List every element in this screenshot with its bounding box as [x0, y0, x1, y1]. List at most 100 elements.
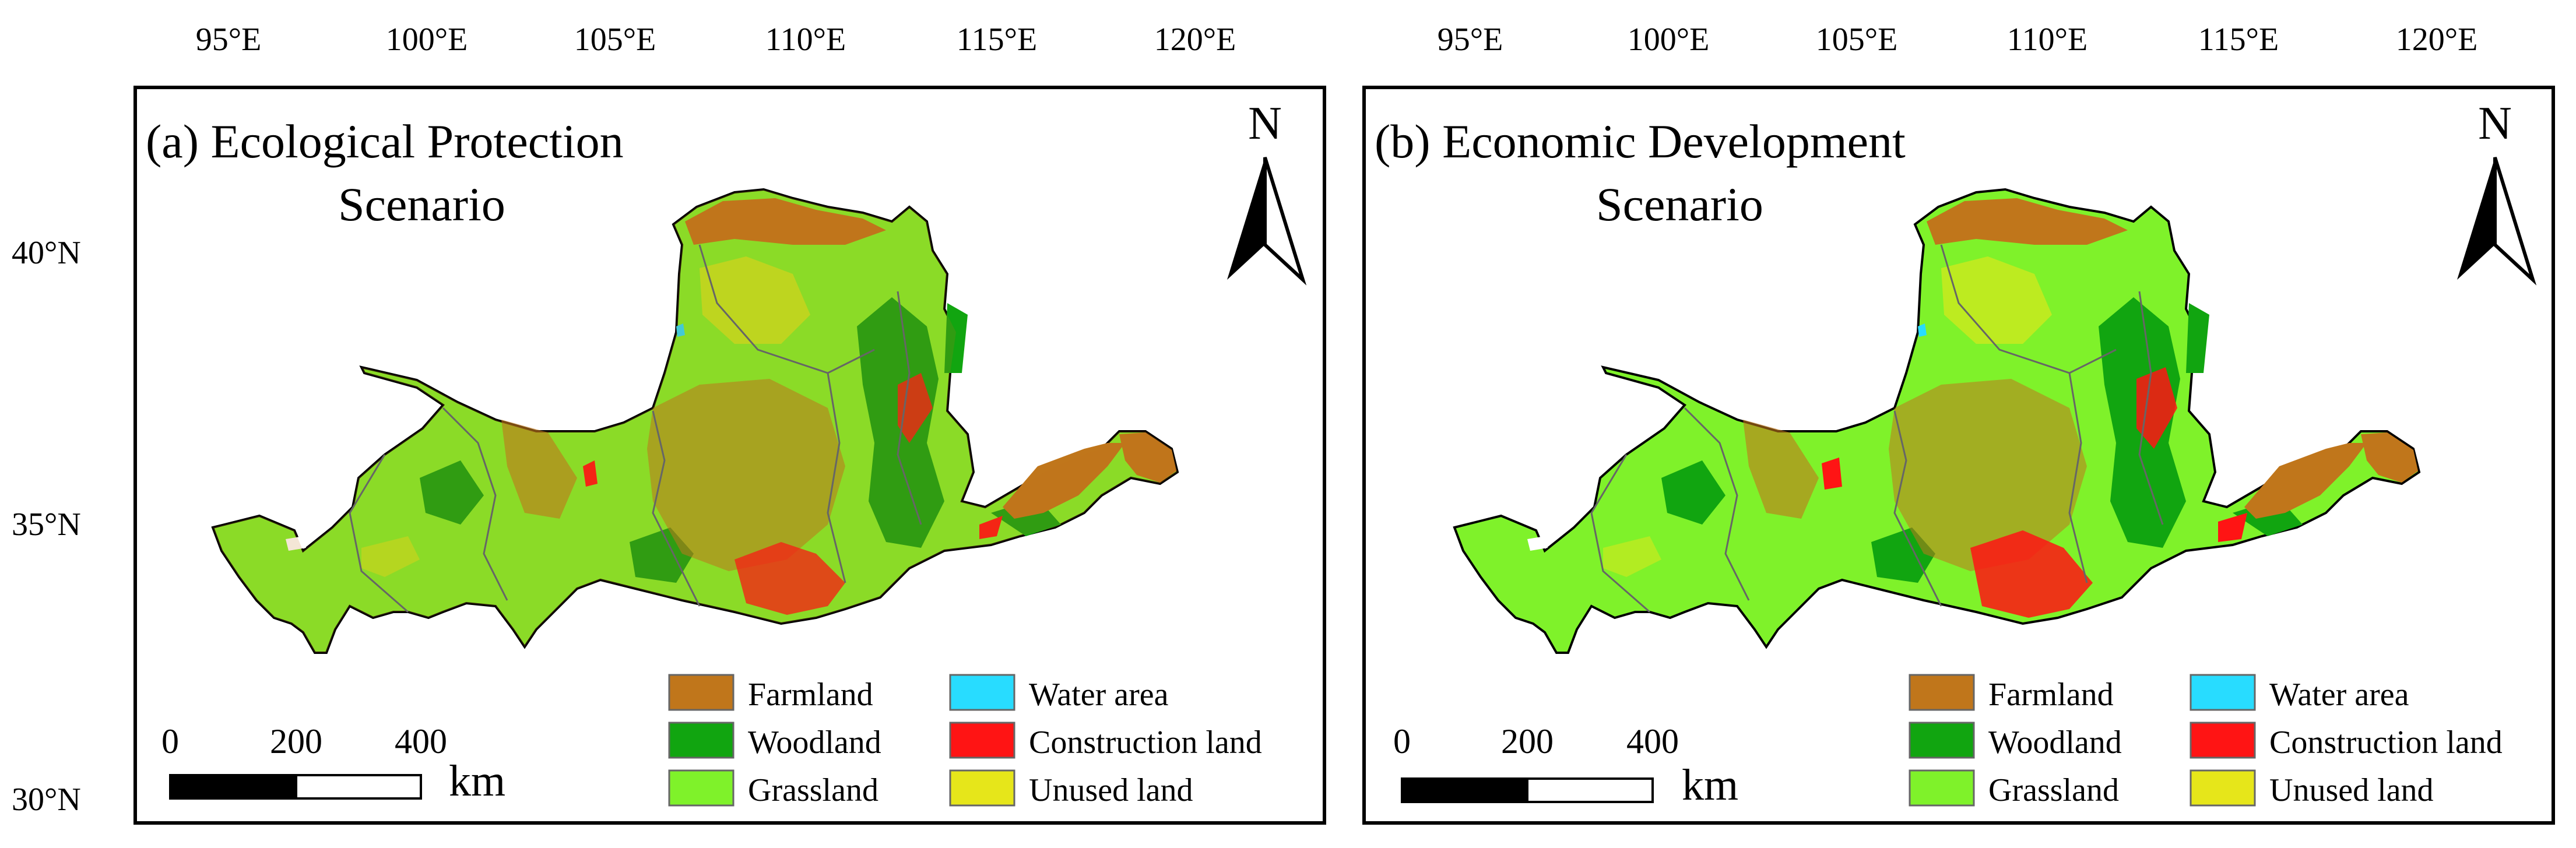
- legend-label-farmland: Farmland: [748, 677, 873, 713]
- legend-label-grassland: Grassland: [748, 772, 878, 808]
- lon-tick-label: 110°E: [2007, 22, 2088, 58]
- farmland-patch: [1119, 432, 1176, 483]
- legend-swatch-farmland: [1909, 674, 1975, 711]
- legend-swatch-water-area: [949, 674, 1015, 711]
- scale-unit: km: [449, 756, 505, 805]
- water-area-patch: [676, 323, 685, 337]
- lat-tick-label: 35°N: [12, 506, 81, 543]
- lon-tick-label: 100°E: [1628, 22, 1710, 58]
- farmland-patch: [685, 198, 886, 245]
- woodland-patch: [2186, 303, 2209, 373]
- scale-unit: km: [1682, 761, 1738, 810]
- unused-patch: [361, 536, 420, 577]
- legend-swatch-farmland: [668, 674, 735, 711]
- water-area-patch: [286, 536, 306, 551]
- farmland-patch: [1889, 379, 2087, 571]
- unused-patch: [1941, 256, 2052, 344]
- legend-swatch-construction-land: [949, 722, 1015, 759]
- panel-title-line2: Scenario: [1596, 178, 1763, 231]
- farmland-patch: [2361, 432, 2418, 483]
- subbasin-boundaries: [1590, 244, 2164, 613]
- legend-label-construction-land: Construction land: [2269, 724, 2503, 761]
- lon-tick-label: 95°E: [1438, 22, 1503, 58]
- legend: Farmland Woodland Grassland Water area C…: [668, 674, 1262, 808]
- scale-label: 0: [1393, 722, 1411, 761]
- lon-tick-label: 110°E: [765, 22, 846, 58]
- basin-map: [211, 188, 1179, 654]
- construction-patch: [979, 516, 1003, 539]
- farmland-patch: [501, 420, 577, 519]
- farmland-patch: [1743, 420, 1819, 519]
- panel-title-line1: (a) Ecological Protection: [146, 115, 624, 168]
- land-texture: [213, 189, 1178, 653]
- woodland-patch: [1661, 460, 1725, 525]
- legend: Farmland Woodland Grassland Water area C…: [1909, 674, 2503, 808]
- panel-title-line2: Scenario: [338, 178, 505, 231]
- subbasin-line: [698, 244, 875, 374]
- north-arrow-right: [2493, 157, 2537, 286]
- scale-label: 400: [395, 722, 447, 761]
- construction-patch: [2136, 367, 2177, 449]
- lat-tick-label: 30°N: [12, 782, 81, 818]
- farmland-patch: [1003, 443, 1125, 519]
- lon-tick-label: 100°E: [386, 22, 468, 58]
- north-arrow-left: [2457, 157, 2495, 280]
- water-area-patch: [1527, 536, 1548, 551]
- legend-label-grassland: Grassland: [1988, 772, 2119, 808]
- farmland-patch: [1927, 198, 2128, 245]
- legend-label-water-area: Water area: [2269, 677, 2409, 713]
- legend-swatch-construction-land: [2190, 722, 2256, 759]
- panel-a: 95°E 100°E 105°E 110°E 115°E 120°E 40°N …: [12, 22, 1326, 825]
- scale-segment-filled: [1401, 777, 1528, 803]
- water-area-patch: [1918, 323, 1927, 337]
- subbasin-line: [897, 291, 922, 525]
- scale-label: 0: [161, 722, 179, 761]
- north-label: N: [1248, 98, 1282, 149]
- subbasin-line: [1684, 407, 1750, 601]
- lon-tick-label: 115°E: [2198, 22, 2279, 58]
- woodland-patch: [944, 303, 968, 373]
- panel-title-line1: (b) Economic Development: [1375, 115, 1906, 168]
- scale-label: 200: [1501, 722, 1554, 761]
- scale-segment-empty: [1526, 777, 1654, 803]
- legend-swatch-woodland: [1909, 722, 1975, 759]
- legend-swatch-woodland: [668, 722, 735, 759]
- legend-label-construction-land: Construction land: [1029, 724, 1262, 761]
- subbasin-line: [442, 407, 508, 601]
- lat-tick-labels: 40°N 35°N 30°N: [12, 235, 81, 818]
- subbasin-line: [2138, 291, 2164, 525]
- construction-patch: [2218, 513, 2247, 542]
- subbasin-line: [1893, 410, 1942, 607]
- subbasin-line: [349, 454, 409, 613]
- legend-swatch-grassland: [1909, 769, 1975, 807]
- scale-segment-filled: [169, 774, 297, 800]
- north-arrow: N: [1227, 98, 1307, 286]
- subbasin-line: [1590, 454, 1650, 613]
- subbasin-line: [2068, 372, 2088, 583]
- legend-label-woodland: Woodland: [1988, 724, 2122, 761]
- legend-label-woodland: Woodland: [748, 724, 881, 761]
- north-arrow-right: [1263, 157, 1307, 286]
- construction-patch: [735, 542, 845, 615]
- scale-segment-empty: [295, 774, 422, 800]
- panel-b: 95°E 100°E 105°E 110°E 115°E 120°E: [1362, 22, 2555, 825]
- unused-patch: [700, 256, 810, 344]
- legend-swatch-unused-land: [2190, 769, 2256, 807]
- lat-tick-label: 40°N: [12, 235, 81, 271]
- subbasin-line: [827, 372, 846, 583]
- lon-tick-label: 105°E: [1816, 22, 1898, 58]
- lon-tick-label: 120°E: [1154, 22, 1236, 58]
- subbasin-boundaries: [349, 244, 922, 613]
- north-arrow-left: [1227, 157, 1265, 280]
- basin-map: [1453, 188, 2421, 654]
- legend-label-water-area: Water area: [1029, 677, 1169, 713]
- unused-patch: [1603, 536, 1661, 577]
- scale-bar: 0 200 400 km: [161, 722, 505, 805]
- legend-label-farmland: Farmland: [1988, 677, 2114, 713]
- construction-patch: [1970, 530, 2093, 618]
- legend-label-unused-land: Unused land: [2269, 772, 2434, 808]
- woodland-patch: [420, 460, 484, 525]
- farmland-patch: [2244, 443, 2367, 519]
